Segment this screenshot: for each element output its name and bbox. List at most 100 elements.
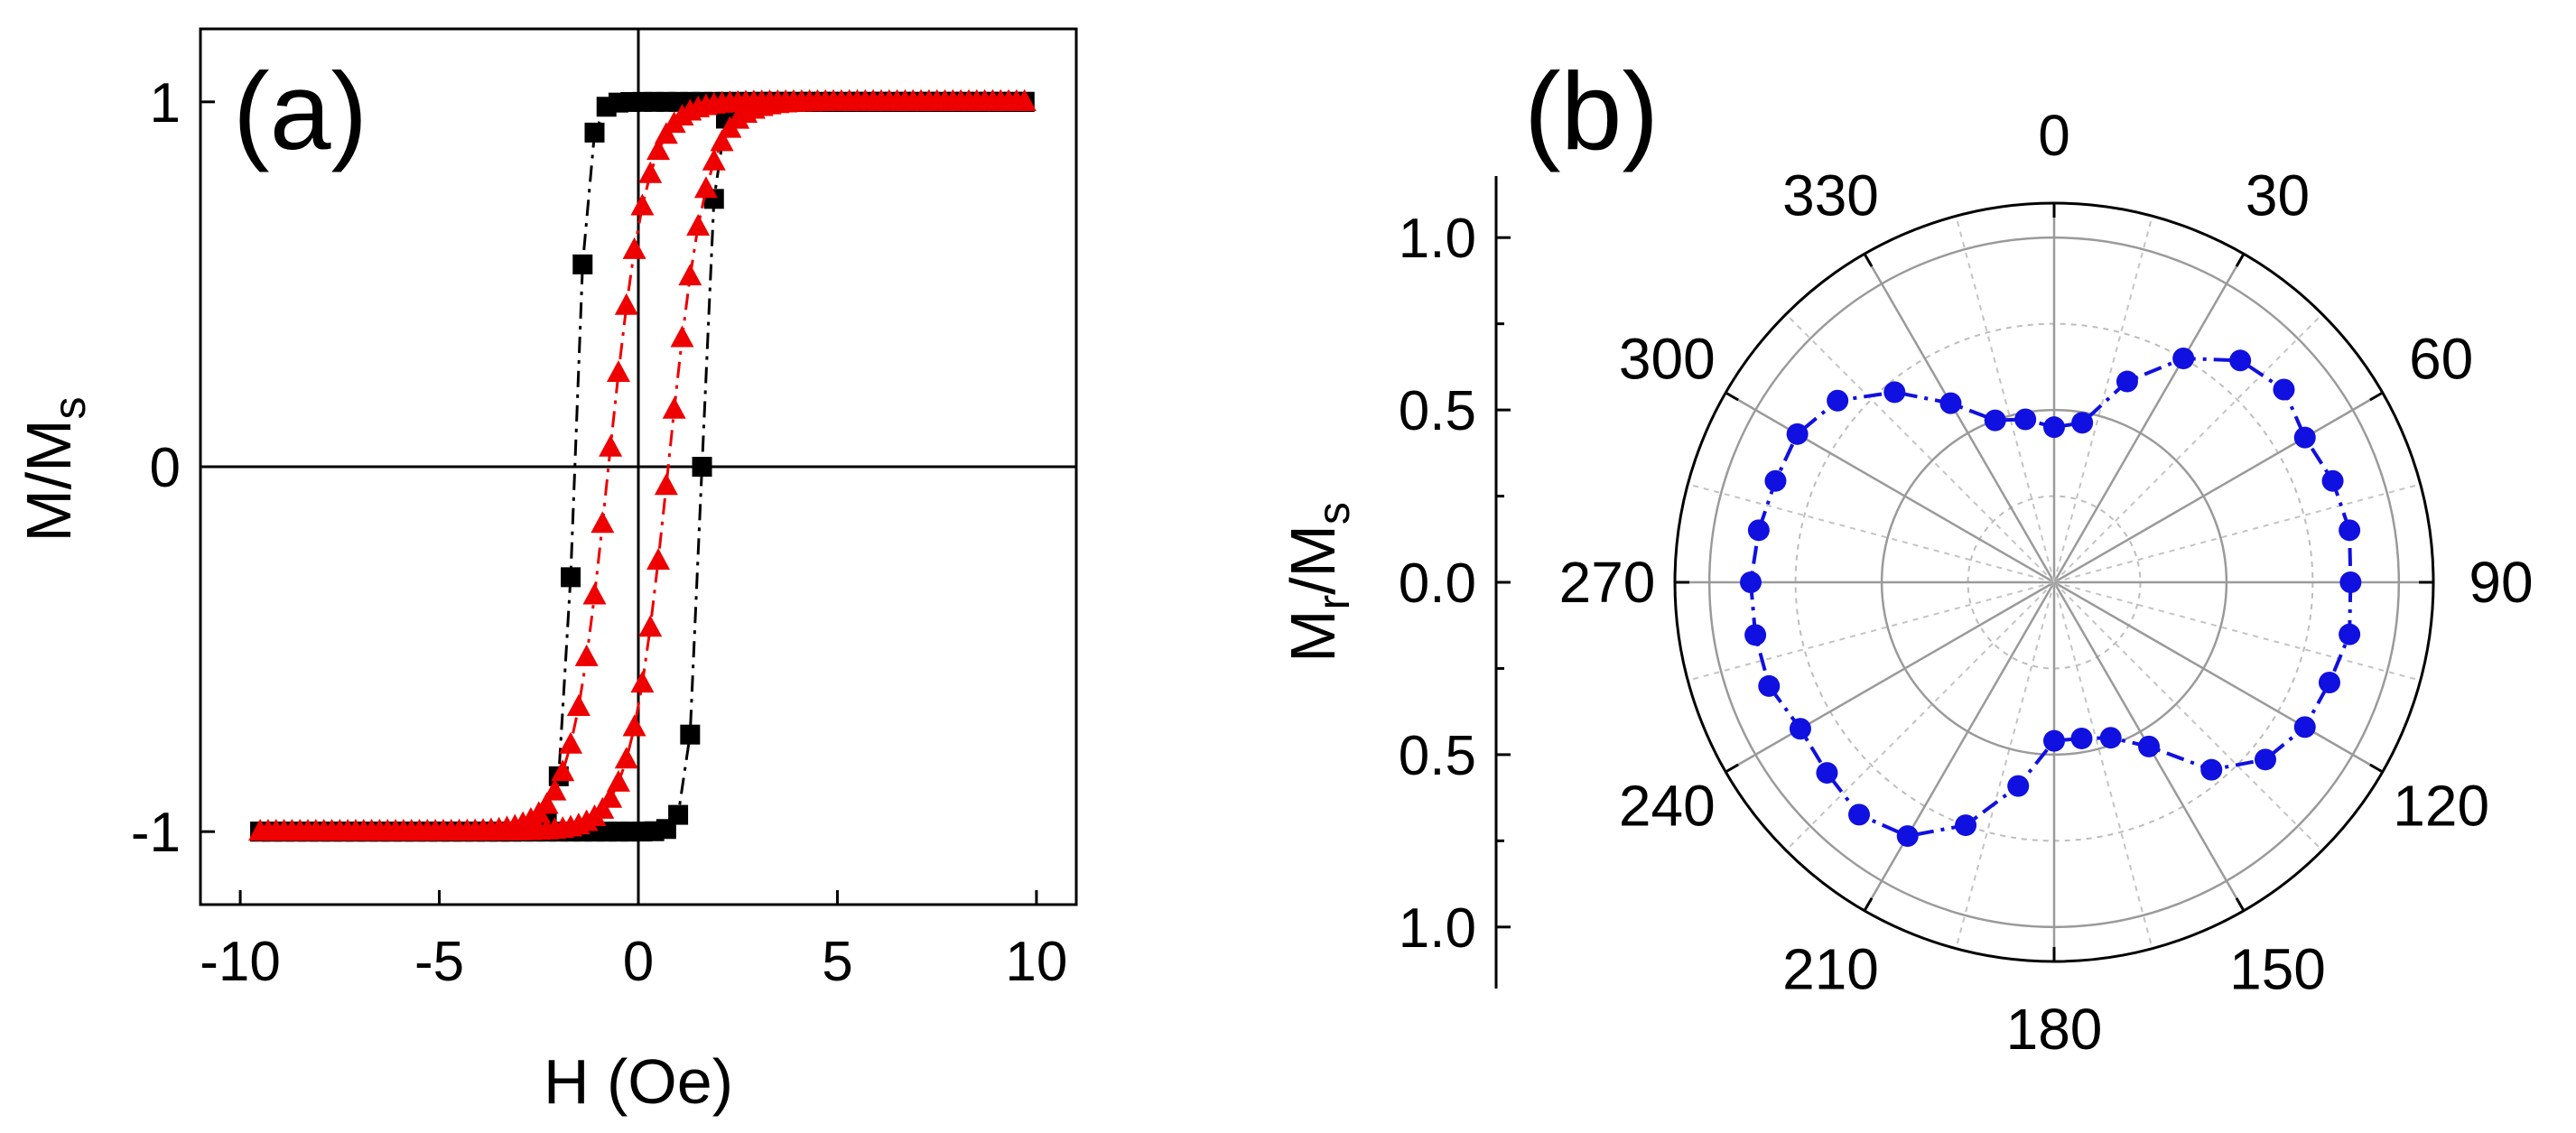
- data-point: [1848, 803, 1871, 826]
- triangle-marker: [606, 769, 630, 792]
- minor-spoke: [1785, 313, 2055, 583]
- triangle-marker: [551, 759, 575, 782]
- y-axis-label-sub: s: [44, 396, 95, 419]
- triangle-marker: [566, 693, 591, 716]
- data-point: [2229, 349, 2252, 372]
- y-tick-label: 1: [150, 72, 181, 135]
- square-marker: [680, 724, 701, 745]
- data-point: [2043, 729, 2065, 752]
- minor-spoke: [1688, 483, 2055, 583]
- triangle-marker: [248, 819, 273, 841]
- data-point: [1896, 825, 1919, 848]
- major-spoke: [1725, 580, 2055, 774]
- triangle-marker: [543, 778, 567, 801]
- triangle-marker: [591, 796, 615, 819]
- x-tick-label: -5: [414, 931, 464, 993]
- minor-spoke: [2053, 581, 2323, 851]
- major-spoke: [1725, 391, 2055, 584]
- x-tick-label: 10: [1005, 931, 1067, 993]
- radial-tick-label: 1.0: [1399, 208, 1476, 270]
- angle-label: 90: [2469, 550, 2533, 615]
- minor-spoke: [1955, 581, 2055, 949]
- angle-tick: [2369, 391, 2384, 402]
- x-tick-label: 0: [623, 931, 654, 993]
- angle-label: 300: [1619, 327, 1716, 392]
- triangle-marker: [646, 138, 671, 161]
- triangle-marker: [678, 264, 702, 286]
- data-point: [2099, 727, 2122, 749]
- y-axis-label: Mr/Ms: [1278, 502, 1359, 663]
- x-tick-label: 5: [822, 931, 852, 993]
- y-axis-label-mid: /M: [1278, 525, 1348, 595]
- data-point: [1740, 571, 1762, 593]
- triangle-marker: [574, 644, 599, 666]
- triangle-marker: [654, 122, 678, 144]
- y-tick-label: 0: [150, 437, 181, 499]
- angle-label: 210: [1782, 937, 1879, 1002]
- triangle-marker: [654, 473, 678, 496]
- minor-spoke: [1785, 581, 2055, 851]
- data-point: [2273, 378, 2295, 401]
- data-point: [2293, 716, 2316, 738]
- panel-label: (b): [1524, 50, 1659, 172]
- data-point: [1747, 519, 1770, 542]
- major-spoke: [1863, 253, 2056, 583]
- y-axis-label: M/Ms: [14, 396, 95, 542]
- data-point: [2116, 370, 2138, 393]
- triangle-marker: [630, 671, 655, 693]
- radial-tick-label: 0.5: [1399, 380, 1476, 442]
- triangle-marker: [622, 237, 646, 259]
- minor-spoke: [2053, 581, 2421, 682]
- minor-spoke: [1955, 216, 2055, 583]
- hysteresis-chart: -10 -5 0 5 10-101 (a) H (Oe) M/Ms: [14, 27, 1078, 1117]
- triangle-marker: [630, 193, 655, 216]
- data-point: [2043, 416, 2065, 439]
- data-point: [1883, 381, 1906, 404]
- triangle-marker: [686, 214, 711, 237]
- data-point: [1744, 624, 1767, 646]
- data-point: [1827, 389, 1849, 412]
- major-spoke: [2053, 391, 2384, 584]
- triangle-marker: [622, 714, 646, 737]
- data-point: [1984, 409, 2006, 432]
- data-point: [2318, 672, 2340, 694]
- data-point: [1816, 762, 1838, 785]
- angle-label: 240: [1619, 774, 1716, 839]
- y-axis-label-sub2: s: [1308, 502, 1359, 525]
- data-point: [2014, 408, 2037, 431]
- radial-ticks: 1.0 0.5 0.0 0.5 1.0: [1399, 208, 1511, 960]
- minor-spoke: [2053, 216, 2153, 583]
- red-triangle-series: [248, 88, 1037, 841]
- data-point: [2254, 748, 2276, 771]
- triangle-marker: [693, 176, 718, 199]
- triangle-marker: [638, 161, 663, 183]
- triangle-marker: [614, 747, 638, 769]
- data-point: [1939, 392, 1962, 414]
- minor-spoke: [2053, 313, 2323, 583]
- data-point: [1789, 718, 1811, 740]
- data-point: [2070, 727, 2093, 749]
- angle-label: 120: [2393, 774, 2489, 839]
- polar-grid: [1673, 201, 2435, 963]
- square-marker: [572, 254, 593, 274]
- data-point: [2339, 571, 2362, 593]
- x-axis-label: H (Oe): [544, 1046, 733, 1117]
- y-tick-label: -1: [131, 802, 181, 864]
- major-spoke: [1863, 581, 2056, 912]
- x-tick-label: -10: [200, 931, 281, 993]
- data-point: [1764, 469, 1787, 492]
- square-marker: [596, 97, 617, 117]
- angle-label: 270: [1559, 550, 1656, 615]
- triangle-marker: [606, 360, 630, 383]
- triangle-marker: [582, 582, 607, 605]
- data-point: [1786, 423, 1809, 445]
- minor-spoke: [2053, 483, 2421, 583]
- triangle-marker: [591, 511, 615, 534]
- data-marks: [248, 88, 1037, 842]
- data-point: [2200, 758, 2223, 781]
- angle-tick: [1725, 763, 1739, 774]
- angle-tick: [2235, 253, 2246, 267]
- angle-labels: 0 30 60 90 120 150 180 210 240 270 300 330: [1559, 103, 2534, 1062]
- square-marker: [584, 122, 605, 143]
